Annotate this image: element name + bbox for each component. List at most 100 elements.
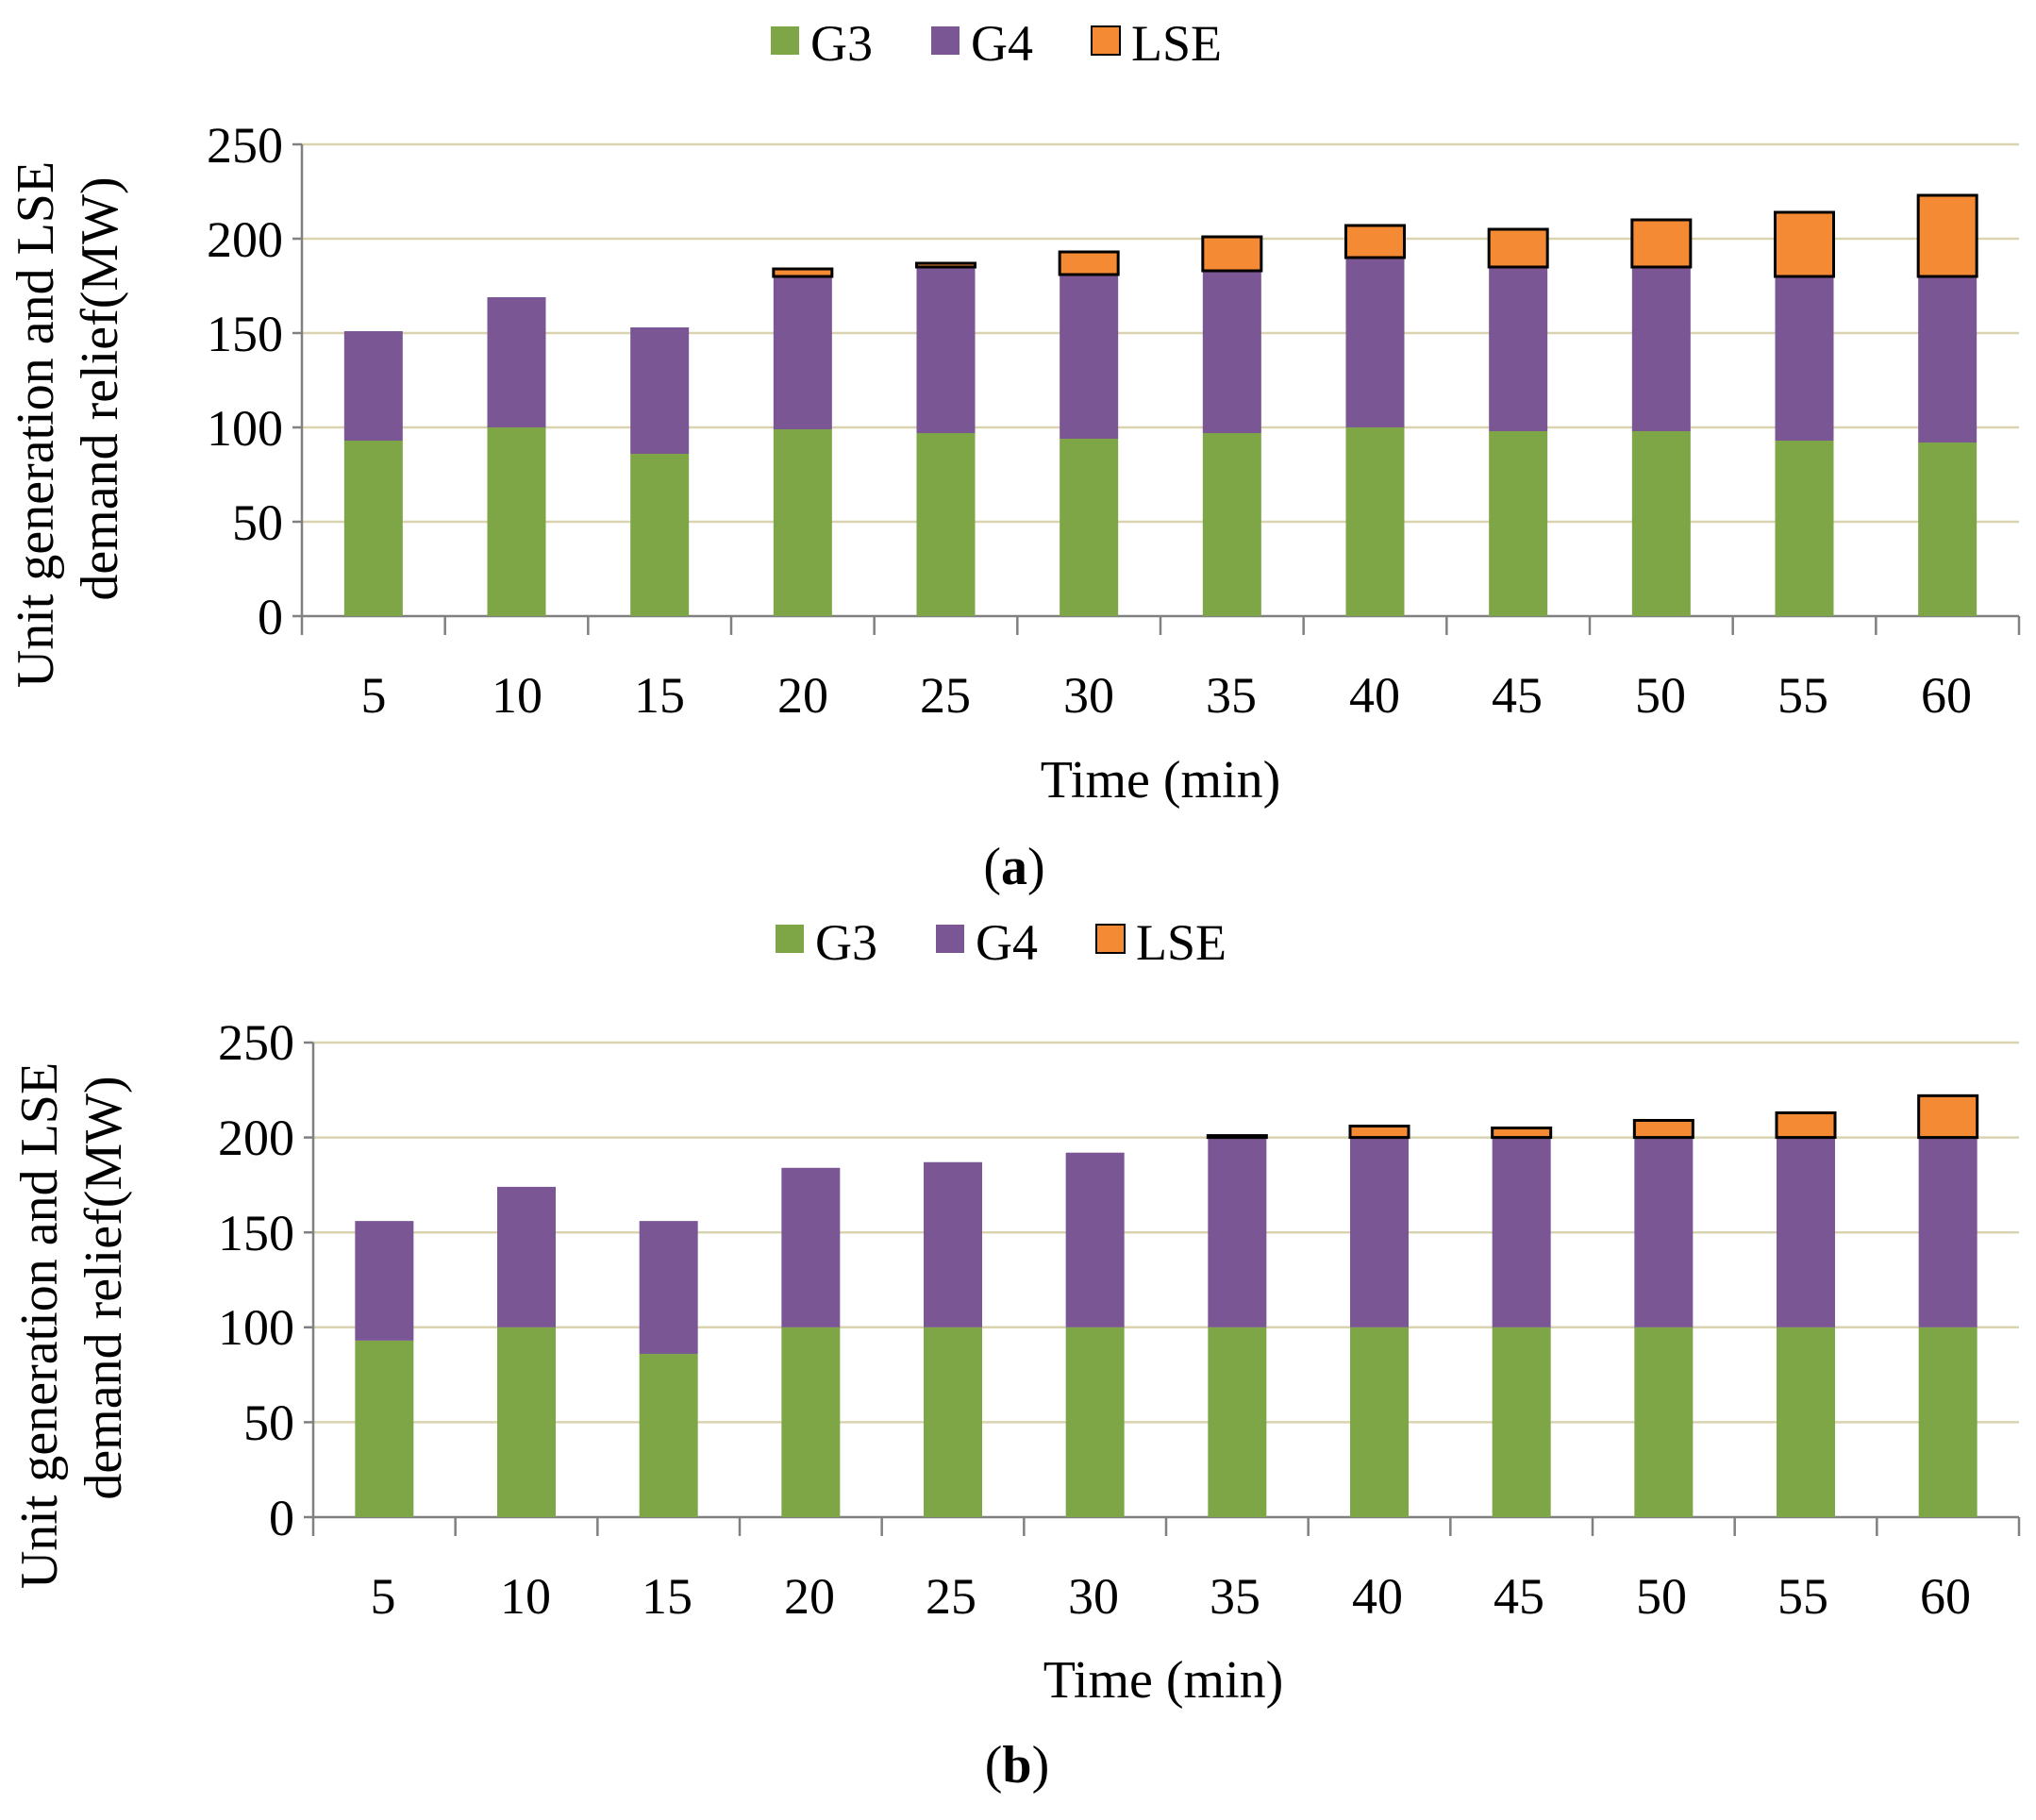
bar-g4 <box>916 267 976 433</box>
x-tick-label: 60 <box>1921 667 1972 724</box>
x-tick-label: 50 <box>1635 667 1686 724</box>
legend-a: G3 G4 LSE <box>771 15 1222 72</box>
bar-g4 <box>355 1221 414 1341</box>
bar-g3 <box>1060 439 1119 616</box>
legend-swatch-lse <box>1095 924 1126 954</box>
bar-g4 <box>924 1161 982 1327</box>
bar-g4 <box>1918 276 1978 442</box>
x-tick-label: 35 <box>1210 1568 1260 1625</box>
bar-g4 <box>639 1221 698 1354</box>
x-axis-title-a: Time (min) <box>1041 751 1281 810</box>
bar-g4 <box>487 297 546 427</box>
bar-g3 <box>1631 431 1691 616</box>
bar-g4 <box>1777 1137 1835 1327</box>
bar-g3 <box>1634 1327 1694 1517</box>
caption-b: (b) <box>985 1736 1049 1795</box>
y-tick-label: 50 <box>232 494 283 551</box>
gridlines <box>302 142 2019 524</box>
legend-label-g4: G4 <box>971 15 1033 72</box>
bar-g3 <box>781 1327 841 1517</box>
bar-g4 <box>497 1186 556 1327</box>
caption-letter-a: a <box>1001 838 1027 896</box>
x-axis-title-b: Time (min) <box>1043 1651 1284 1710</box>
caption-a: (a) <box>983 838 1044 896</box>
x-tick-label: 10 <box>500 1568 551 1625</box>
y-tick-label: 100 <box>218 1299 294 1356</box>
bar-g3 <box>924 1327 982 1517</box>
bar-g4 <box>1202 271 1261 433</box>
legend-swatch-g4 <box>936 925 964 953</box>
x-tick-label: 15 <box>634 667 685 724</box>
bar-lse <box>1774 210 1835 278</box>
x-tick-label: 40 <box>1352 1568 1403 1625</box>
bar-lse <box>1344 224 1406 259</box>
bar-g3 <box>773 429 832 616</box>
bar-g3 <box>1345 427 1405 616</box>
y-tick-label: 0 <box>269 1490 294 1546</box>
x-tick-label: 60 <box>1920 1568 1971 1625</box>
bar-g3 <box>1918 1327 1978 1517</box>
chart-a: G3 G4 LSE Unit generation and LSE demand… <box>7 15 2021 896</box>
bar-g4 <box>1492 1137 1551 1327</box>
x-tick-label: 20 <box>784 1568 835 1625</box>
legend-label-g3: G3 <box>810 15 873 72</box>
bar-g3 <box>1065 1327 1125 1517</box>
x-tick-label: 30 <box>1063 667 1114 724</box>
bar-g3 <box>355 1340 414 1517</box>
bar-g3 <box>487 427 546 616</box>
y-axis-title-line1-a: Unit generation and LSE <box>7 161 65 688</box>
y-tick-label: 100 <box>207 400 283 457</box>
x-tick-label: 20 <box>777 667 828 724</box>
bar-g3 <box>1492 1327 1551 1517</box>
x-tick-labels-b: 5 10 15 20 25 30 35 40 45 50 55 60 <box>371 1568 1972 1625</box>
bar-g4 <box>1345 258 1405 427</box>
legend-b: G3 G4 LSE <box>776 914 1227 971</box>
bar-g4 <box>1350 1137 1409 1327</box>
x-tick-label: 55 <box>1777 1568 1828 1625</box>
bar-g4 <box>1060 275 1119 439</box>
bar-g4 <box>1208 1137 1267 1327</box>
bar-lse <box>1916 193 1978 278</box>
caption-letter-b: b <box>1002 1736 1031 1795</box>
bars <box>355 1094 1979 1517</box>
legend-label-g3: G3 <box>815 914 877 971</box>
y-tick-label: 200 <box>207 211 283 268</box>
bar-g3 <box>1777 1327 1835 1517</box>
bar-g4 <box>781 1167 841 1327</box>
bar-g3 <box>343 441 403 616</box>
bar-g4 <box>1489 267 1548 431</box>
x-tick-label: 5 <box>361 667 387 724</box>
bar-lse <box>1206 1134 1268 1140</box>
legend-label-lse: LSE <box>1136 914 1227 971</box>
chart-b: G3 G4 LSE Unit generation and LSE demand… <box>10 914 2021 1795</box>
y-axis-title-line1-b: Unit generation and LSE <box>10 1062 69 1589</box>
bars <box>343 193 1978 616</box>
y-tick-label: 250 <box>218 1014 294 1071</box>
legend-swatch-g3 <box>776 925 804 953</box>
bar-g4 <box>1918 1137 1978 1327</box>
bar-lse <box>1058 250 1120 276</box>
y-axis-title-line2-a: demand relief(MW) <box>71 176 129 600</box>
bar-g4 <box>1634 1137 1694 1327</box>
bar-g3 <box>1202 433 1261 616</box>
x-tick-label: 45 <box>1494 1568 1544 1625</box>
bar-lse <box>1632 1118 1694 1140</box>
legend-swatch-g3 <box>771 26 799 55</box>
x-tick-label: 35 <box>1206 667 1257 724</box>
y-axis-title-line2-b: demand relief(MW) <box>75 1076 133 1499</box>
bar-g3 <box>497 1327 556 1517</box>
y-tick-label: 150 <box>218 1205 294 1261</box>
bar-lse <box>1491 1127 1553 1140</box>
bar-g3 <box>1489 431 1548 616</box>
axes <box>304 1041 2021 1536</box>
legend-label-lse: LSE <box>1131 15 1222 72</box>
bar-lse <box>772 267 834 278</box>
gridlines <box>313 1041 2019 1424</box>
x-tick-label: 30 <box>1068 1568 1119 1625</box>
bar-g4 <box>1631 267 1691 431</box>
bar-g4 <box>630 327 690 454</box>
x-tick-label: 25 <box>920 667 971 724</box>
y-tick-label: 250 <box>207 117 283 174</box>
bar-g3 <box>1918 442 1978 616</box>
y-tick-labels-a: 0 50 100 150 200 250 <box>207 117 283 645</box>
